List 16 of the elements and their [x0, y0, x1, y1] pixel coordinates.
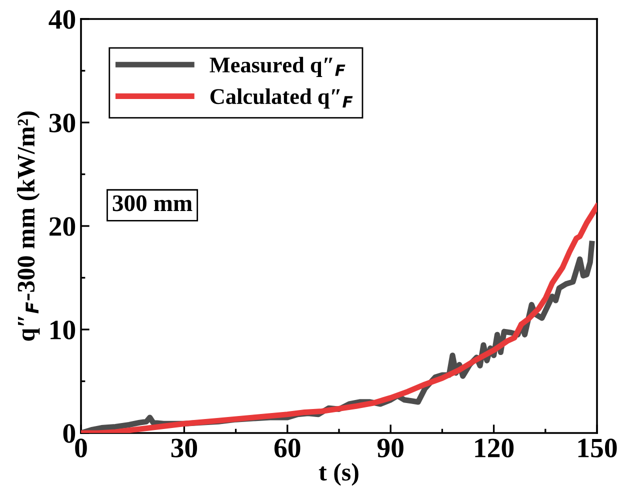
legend-label: Measured q″$_{F}$ [210, 56, 346, 78]
x-axis-title: t (s) [318, 463, 358, 486]
y-tick-label: 0 [63, 424, 76, 443]
x-tick-label: 90 [377, 438, 404, 458]
y-tick-label: 30 [49, 114, 76, 132]
y-tick-label: 40 [48, 10, 76, 29]
x-tick-label: 30 [171, 438, 198, 458]
annotation: 300 mm [112, 195, 192, 212]
x-tick-label: 120 [475, 438, 514, 458]
y-tick-label: 10 [50, 320, 76, 340]
x-tick-label: 60 [274, 438, 300, 458]
legend-label: Calculated q″$_{F}$ [210, 88, 353, 109]
x-tick-label: 150 [578, 438, 617, 458]
y-tick-label: 20 [50, 217, 76, 236]
y-axis-title: q″$_{F}$-300 mm (kW/m²) [17, 111, 40, 341]
x-tick-label: 0 [75, 438, 87, 458]
